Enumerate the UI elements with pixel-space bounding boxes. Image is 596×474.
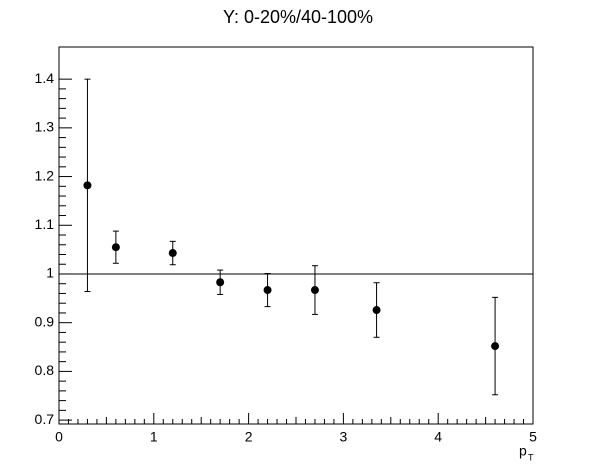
plot-frame [58, 46, 534, 425]
x-axis-label-subscript: T [528, 452, 534, 462]
x-tick-label: 0 [55, 429, 63, 445]
y-tick-label: 0.7 [35, 411, 55, 427]
y-tick-label: 0.9 [35, 313, 55, 329]
x-axis-label: p [519, 443, 527, 459]
data-point [372, 306, 381, 315]
x-tick-label: 3 [340, 429, 348, 445]
x-tick-label: 5 [529, 429, 537, 445]
y-tick-label: 0.8 [35, 362, 55, 378]
y-tick-label: 1.1 [35, 216, 55, 232]
y-tick-label: 1.2 [35, 167, 55, 183]
data-point [83, 181, 92, 190]
y-tick-label: 1.4 [35, 70, 55, 86]
data-point [216, 278, 225, 287]
x-tick-label: 4 [434, 429, 442, 445]
chart-title: Y: 0-20%/40-100% [223, 7, 373, 27]
data-point [168, 249, 177, 258]
data-point [111, 243, 120, 252]
x-tick-label: 1 [150, 429, 158, 445]
y-tick-label: 1 [46, 265, 54, 281]
data-point [491, 342, 500, 351]
data-point [263, 286, 272, 295]
data-point [310, 286, 319, 295]
x-tick-label: 2 [245, 429, 253, 445]
y-tick-label: 1.3 [35, 119, 55, 135]
